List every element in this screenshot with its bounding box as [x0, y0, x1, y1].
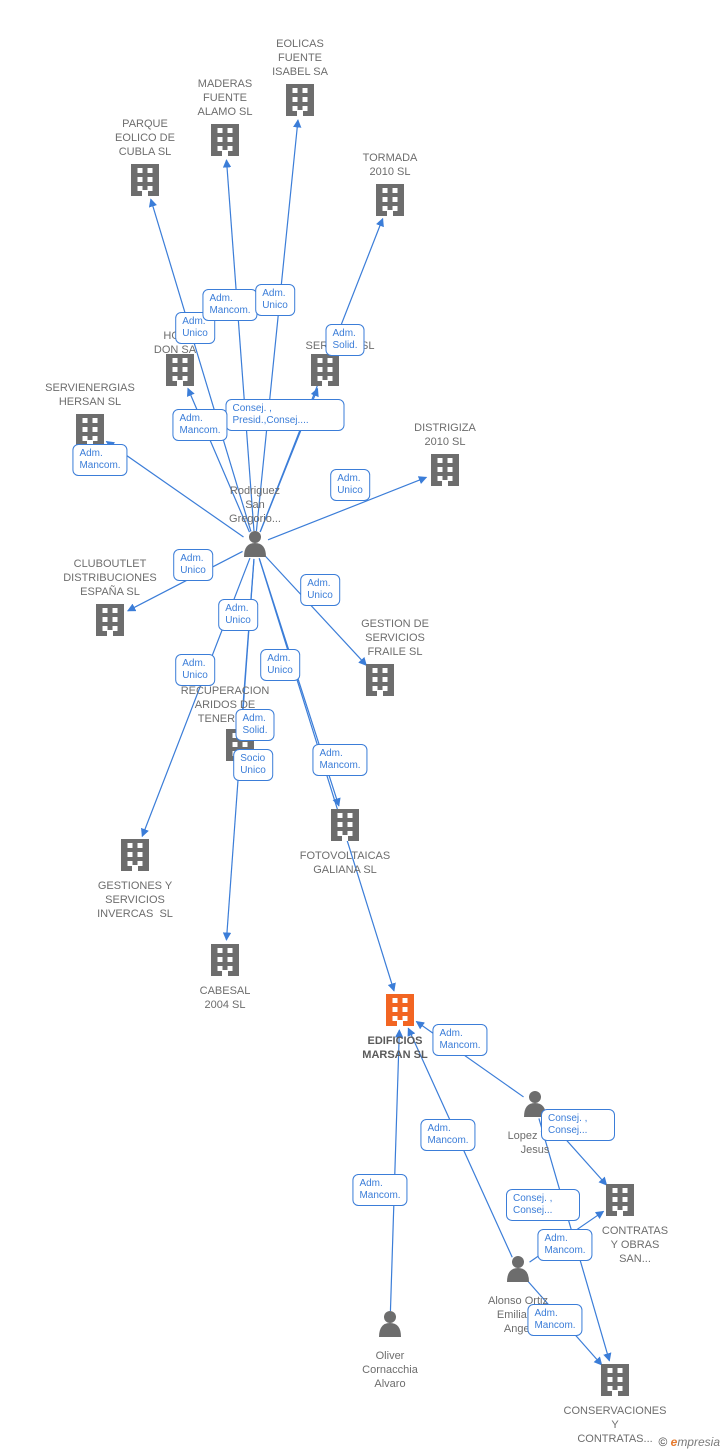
building-icon: [96, 604, 124, 636]
person-icon: [379, 1311, 401, 1337]
edge: [268, 477, 426, 540]
building-icon: [386, 994, 414, 1026]
edge: [151, 199, 251, 531]
building-icon: [431, 454, 459, 486]
brand-rest: mpresia: [677, 1435, 720, 1449]
edge: [256, 120, 298, 531]
diagram-canvas: [0, 0, 728, 1455]
edge: [265, 555, 367, 665]
building-icon: [226, 729, 254, 761]
edge: [259, 558, 394, 991]
edge: [128, 551, 243, 610]
building-icon: [376, 184, 404, 216]
edge: [106, 441, 243, 537]
edge: [188, 388, 250, 532]
person-icon: [524, 1091, 546, 1117]
edge: [142, 558, 250, 836]
building-icon: [311, 354, 339, 386]
building-icon: [331, 809, 359, 841]
building-icon: [211, 944, 239, 976]
edge: [527, 1281, 602, 1365]
building-icon: [76, 414, 104, 446]
edge: [530, 1211, 604, 1262]
edge: [416, 1022, 523, 1097]
edge: [390, 1030, 399, 1311]
copyright-symbol: ©: [658, 1435, 667, 1449]
edge: [226, 160, 253, 531]
building-icon: [606, 1184, 634, 1216]
building-icon: [166, 354, 194, 386]
building-icon: [211, 124, 239, 156]
edge: [544, 1115, 606, 1185]
building-icon: [366, 664, 394, 696]
person-icon: [507, 1256, 529, 1282]
building-icon: [121, 839, 149, 871]
building-icon: [131, 164, 159, 196]
person-icon: [244, 531, 266, 557]
edge: [539, 1118, 610, 1360]
edge: [408, 1028, 512, 1257]
building-icon: [601, 1364, 629, 1396]
building-icon: [286, 84, 314, 116]
copyright: © empresia: [658, 1435, 720, 1449]
